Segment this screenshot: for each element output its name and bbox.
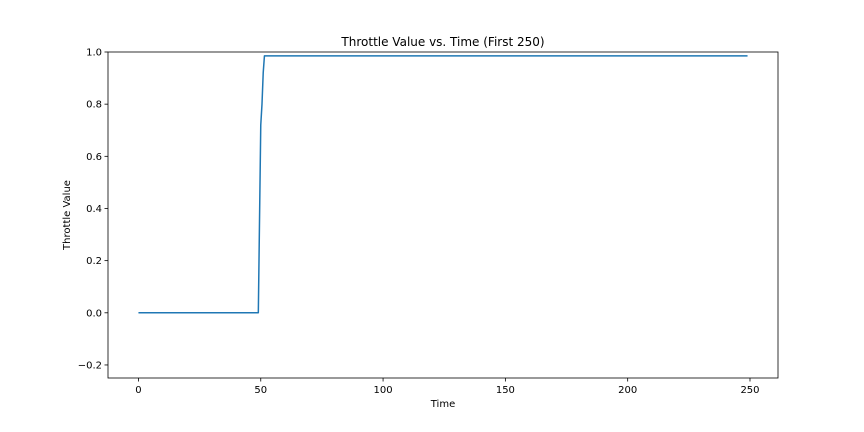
plot-area [138, 55, 748, 314]
x-tick-label: 250 [740, 385, 759, 396]
x-tick-label: 150 [496, 385, 515, 396]
y-axis-label: Throttle Value [62, 180, 73, 251]
x-tick-label: 50 [254, 385, 267, 396]
x-tick-label: 0 [135, 385, 141, 396]
y-tick-label: 0.2 [86, 256, 102, 267]
y-tick-label: 0.8 [86, 100, 102, 111]
plot-frame [107, 51, 779, 379]
y-axis-ticks: −0.2 0.0 0.2 0.4 0.6 0.8 1.0 [78, 48, 108, 371]
y-tick-label: 1.0 [86, 48, 102, 59]
x-axis-label: Time [430, 399, 455, 410]
chart-title: Throttle Value vs. Time (First 250) [340, 35, 544, 49]
y-tick-label: 0.0 [86, 308, 102, 319]
y-tick-label: 0.6 [86, 152, 102, 163]
series-line-0 [138, 55, 748, 314]
x-tick-label: 100 [374, 385, 393, 396]
y-tick-label: 0.4 [86, 204, 102, 215]
x-tick-label: 200 [618, 385, 637, 396]
y-tick-label: −0.2 [78, 360, 102, 371]
x-axis-ticks: 0 50 100 150 200 250 [135, 378, 760, 396]
